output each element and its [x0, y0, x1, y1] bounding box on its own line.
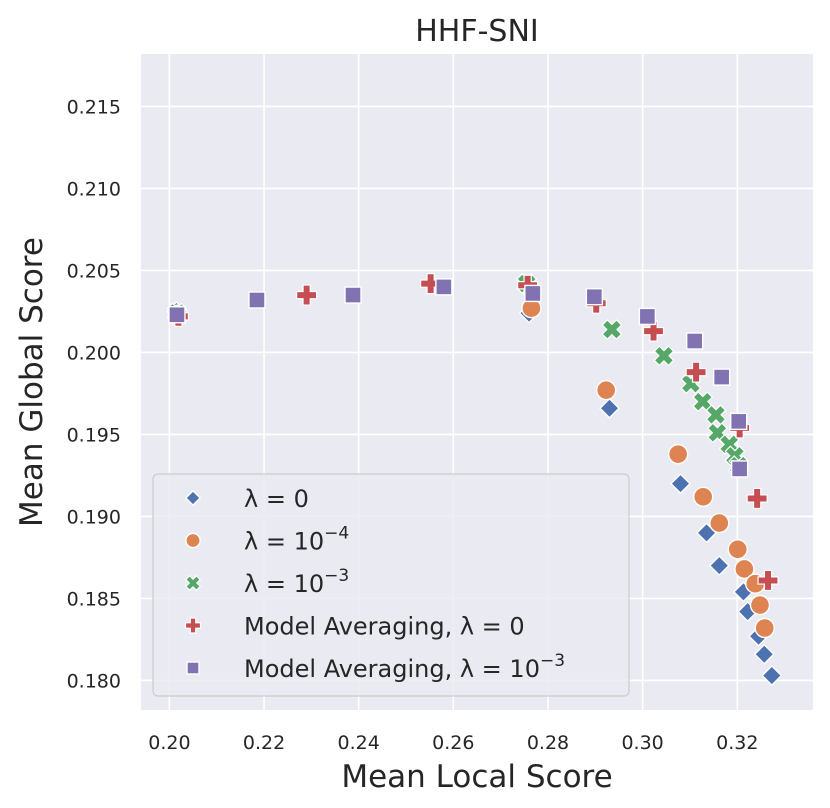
x-tick-label: 0.26 — [432, 732, 474, 754]
data-point — [585, 288, 604, 306]
data-point — [599, 397, 620, 419]
data-point — [746, 487, 768, 510]
legend-label: λ = 10−3 — [244, 566, 349, 598]
data-point — [708, 555, 730, 577]
x-tick-label: 0.24 — [338, 732, 380, 754]
y-tick-label: 0.180 — [67, 670, 121, 692]
data-point — [753, 643, 775, 665]
data-point — [709, 512, 730, 534]
data-point — [685, 332, 704, 350]
y-tick-label: 0.185 — [67, 588, 121, 610]
data-point — [670, 473, 691, 495]
legend-marker — [184, 574, 202, 592]
data-point — [595, 380, 617, 401]
series-4 — [168, 278, 749, 478]
y-tick-labels: 0.180 0.185 0.190 0.195 0.200 0.205 0.210 0.215 — [67, 96, 121, 692]
data-point — [761, 665, 783, 687]
data-point — [296, 284, 318, 306]
legend-box — [152, 473, 630, 697]
chart-title: HHF-SNI — [415, 14, 539, 49]
data-point — [754, 617, 775, 639]
x-tick-labels: 0.20 0.22 0.24 0.26 0.28 0.30 0.32 — [148, 732, 758, 754]
data-points — [166, 273, 783, 687]
series-0 — [166, 300, 783, 687]
data-point — [642, 320, 665, 342]
legend-label: λ = 0 — [244, 485, 309, 513]
x-tick-label: 0.32 — [716, 732, 758, 754]
data-point — [734, 558, 755, 580]
y-tick-label: 0.210 — [67, 178, 121, 200]
y-tick-label: 0.215 — [67, 96, 121, 118]
legend-label: Model Averaging, λ = 10−3 — [244, 651, 565, 683]
data-point — [749, 594, 771, 616]
data-point — [727, 539, 748, 560]
y-tick-label: 0.200 — [67, 342, 121, 364]
legend-marker — [186, 661, 200, 675]
legend: λ = 0 λ = 10−4 λ = 10−3 Model Averaging, λ … — [152, 473, 630, 697]
y-tick-label: 0.205 — [67, 260, 121, 282]
data-point — [730, 460, 749, 478]
data-point — [712, 368, 731, 386]
x-tick-label: 0.28 — [527, 732, 569, 754]
data-point — [248, 291, 266, 309]
legend-marker — [185, 532, 201, 549]
data-point — [638, 307, 657, 326]
data-point — [692, 391, 714, 413]
data-point — [757, 569, 779, 592]
data-point — [420, 273, 442, 295]
data-point — [730, 412, 748, 431]
data-point — [344, 286, 362, 304]
x-axis-label: Mean Local Score — [341, 759, 612, 795]
y-tick-label: 0.195 — [67, 424, 121, 446]
x-tick-label: 0.22 — [243, 732, 285, 754]
data-point — [667, 443, 689, 465]
y-tick-label: 0.190 — [67, 506, 121, 528]
data-point — [168, 306, 186, 324]
data-point — [435, 278, 453, 296]
data-point — [685, 361, 707, 383]
legend-marker — [184, 489, 202, 507]
data-point — [693, 486, 714, 507]
x-tick-label: 0.30 — [621, 732, 663, 754]
data-point — [653, 345, 675, 367]
data-point — [601, 319, 623, 340]
y-axis-label: Mean Global Score — [14, 237, 50, 527]
legend-marker — [184, 617, 202, 634]
x-tick-label: 0.20 — [148, 732, 190, 754]
legend-label: Model Averaging, λ = 0 — [244, 613, 525, 641]
data-point — [524, 284, 542, 303]
legend-label: λ = 10−4 — [244, 524, 349, 556]
